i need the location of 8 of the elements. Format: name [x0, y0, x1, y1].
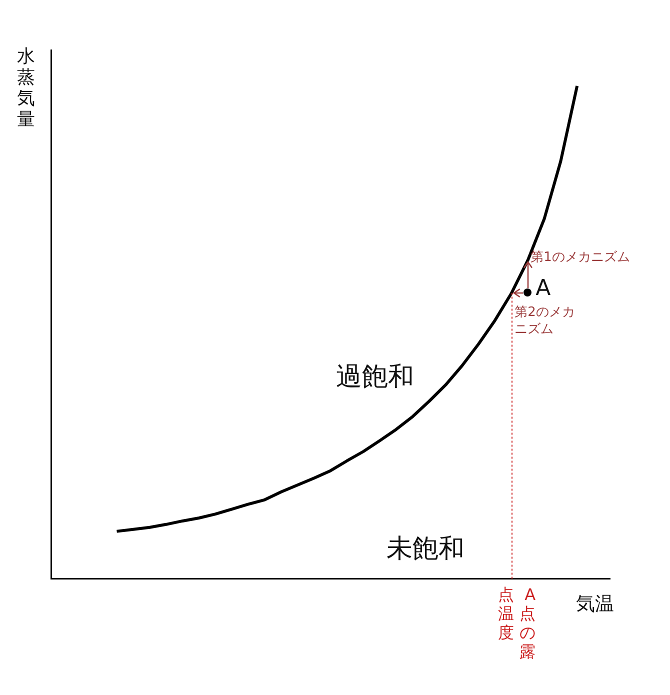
- annotation: A: [536, 276, 551, 301]
- annotation: 第1のメカニズム: [530, 248, 630, 266]
- annotation: 第2のメカニズム: [514, 304, 576, 338]
- x-axis-title: 気温: [576, 592, 614, 617]
- annotation: 過飽和: [336, 361, 414, 394]
- y-axis-title: 水蒸気量: [17, 46, 36, 130]
- annotation: 未飽和: [386, 533, 464, 566]
- text: A点の露点温度: [498, 584, 536, 661]
